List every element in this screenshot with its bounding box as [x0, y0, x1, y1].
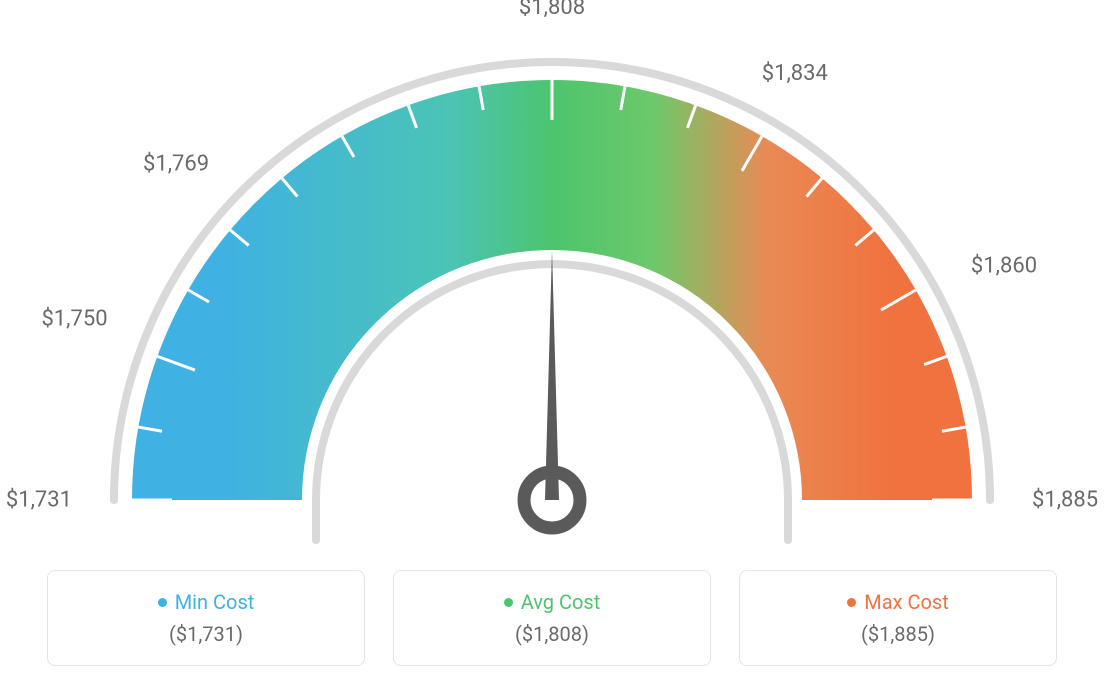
gauge-tick-label: $1,808	[519, 0, 585, 20]
gauge-tick-label: $1,731	[6, 488, 72, 513]
gauge-tick-label: $1,860	[971, 253, 1037, 278]
legend-card-avg: Avg Cost ($1,808)	[393, 570, 711, 666]
legend-card-max: Max Cost ($1,885)	[739, 570, 1057, 666]
legend-title-min: Min Cost	[158, 590, 255, 614]
gauge-area: $1,731 $1,750 $1,769 $1,808 $1,834 $1,860 $1,8…	[0, 0, 1104, 560]
legend-title-avg: Avg Cost	[504, 590, 601, 614]
gauge-cost-widget: $1,731 $1,750 $1,769 $1,808 $1,834 $1,860 $1,8…	[0, 0, 1104, 690]
gauge-tick-label: $1,769	[143, 152, 209, 177]
gauge-tick-label: $1,834	[762, 61, 828, 86]
legend-value-avg: ($1,808)	[515, 622, 589, 646]
legend-card-min: Min Cost ($1,731)	[47, 570, 365, 666]
legend-row: Min Cost ($1,731) Avg Cost ($1,808) Max …	[0, 570, 1104, 666]
gauge-svg	[52, 20, 1052, 560]
legend-value-min: ($1,731)	[169, 622, 243, 646]
gauge-tick-label: $1,885	[1032, 488, 1098, 513]
legend-title-max: Max Cost	[847, 590, 949, 614]
legend-value-max: ($1,885)	[861, 622, 935, 646]
gauge-tick-label: $1,750	[41, 306, 107, 331]
